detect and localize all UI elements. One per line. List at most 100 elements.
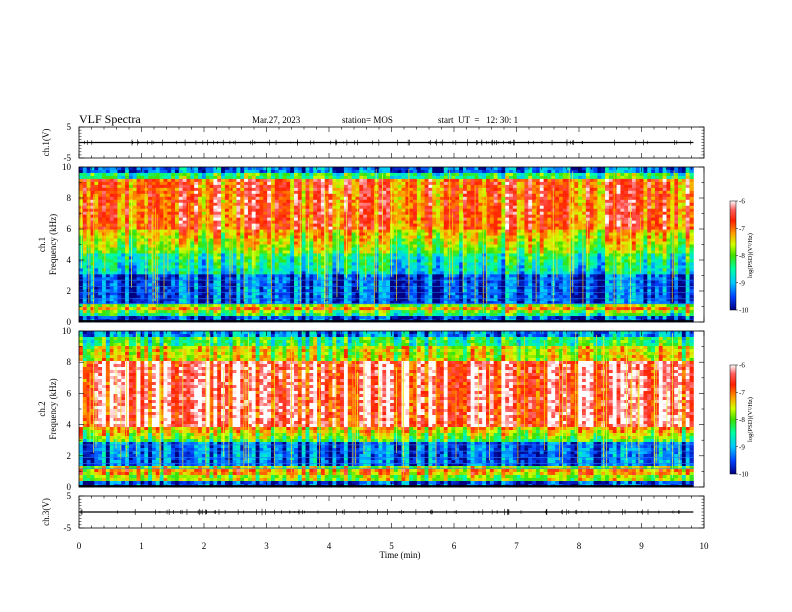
- ch1-spec-cell: [128, 244, 134, 248]
- ch1-spec-cell: [144, 295, 149, 299]
- ch1-spec-cell: [190, 232, 195, 236]
- ch1-spec-cell: [132, 241, 137, 245]
- ch1-spec-cell: [286, 232, 291, 236]
- ch1-spec-cell: [228, 169, 233, 174]
- ch1-spec-cell: [232, 268, 237, 272]
- ch1-spec-cell: [420, 226, 425, 230]
- ch1-spec-cell: [278, 292, 283, 296]
- ch1-spec-cell: [328, 214, 333, 219]
- ch1-spec-cell: [182, 196, 187, 201]
- ch1-spec-cell: [286, 178, 291, 183]
- ch1-spec-cell: [90, 274, 95, 278]
- ch1-spec-cell: [270, 256, 276, 260]
- ch1-spec-cell: [397, 277, 402, 281]
- ch1-spec-cell: [290, 229, 295, 233]
- ch1-spec-cell: [320, 244, 326, 248]
- ch1-spec-cell: [244, 223, 249, 228]
- ch1-spec-cell: [397, 220, 402, 225]
- ch1-spec-cell: [263, 223, 268, 228]
- ch1-spec-cell: [178, 262, 184, 266]
- ch1-spec-cell: [413, 274, 418, 278]
- ch1-spec-cell: [125, 271, 130, 275]
- ch1-spec-cell: [90, 205, 95, 210]
- ch1-spec-cell: [82, 316, 88, 320]
- ch1-spec-cell: [351, 214, 356, 219]
- ch1-spec-cell: [255, 277, 260, 281]
- ch1-spec-cell: [255, 259, 260, 263]
- ch1-spec-cell: [328, 259, 333, 263]
- ch1-spec-cell: [390, 292, 395, 296]
- ch1-spec-cell: [386, 286, 391, 290]
- ch1-spec-cell: [416, 301, 422, 305]
- ch1-spec-cell: [282, 256, 287, 260]
- ch1-spec-cell: [366, 307, 372, 311]
- ch1-spec-cell: [390, 241, 395, 245]
- ch1-spec-cell: [390, 310, 395, 314]
- ch1-spec-cell: [140, 229, 145, 233]
- ch1-spec-cell: [244, 175, 249, 180]
- ch1-spec-cell: [151, 286, 157, 290]
- ch1-spec-cell: [297, 307, 303, 311]
- ch1-spec-cell: [132, 190, 137, 195]
- ch1-spec-cell: [109, 184, 114, 189]
- ch1-spec-cell: [121, 169, 126, 174]
- ch1-spec-cell: [393, 238, 399, 242]
- ch1-spec-cell: [255, 196, 260, 201]
- ch1-spec-cell: [105, 289, 111, 293]
- ch1-spec-cell: [328, 304, 333, 308]
- ch1-spec-cell: [328, 265, 333, 269]
- ch1-spec-cell: [148, 274, 153, 278]
- ch1-spec-cell: [278, 196, 283, 201]
- ch1-spec-cell: [167, 244, 172, 248]
- ch1-spec-cell: [163, 259, 168, 263]
- ch1-spec-cell: [109, 250, 114, 254]
- ch1-spec-cell: [113, 187, 118, 192]
- ch1-spec-cell: [282, 241, 287, 245]
- ch1-spec-cell: [251, 313, 257, 317]
- ch1-spec-cell: [305, 295, 310, 299]
- ch1-spec-cell: [94, 250, 99, 254]
- ch1-spec-cell: [105, 253, 111, 257]
- ch1-spec-cell: [263, 283, 268, 287]
- ch1-spec-cell: [428, 274, 433, 278]
- ch1-spec-cell: [378, 229, 383, 233]
- ch1-spec-cell: [148, 262, 153, 266]
- ch1-spec-cell: [286, 298, 291, 302]
- ch1-spec-cell: [163, 286, 168, 290]
- ch1-spec-cell: [244, 298, 249, 302]
- ch1-spec-cell: [428, 232, 433, 236]
- ch1-spec-cell: [282, 208, 287, 213]
- ch1-spec-cell: [290, 193, 295, 198]
- ch1-spec-cell: [274, 169, 280, 174]
- ch1-spec-cell: [98, 310, 103, 314]
- ch1-spec-cell: [278, 232, 283, 236]
- ch1-spec-cell: [136, 283, 141, 287]
- ch1-spec-cell: [117, 271, 122, 275]
- ch1-spec-cell: [182, 205, 187, 210]
- ch1-spec-cell: [117, 190, 122, 195]
- ch1-spec-cell: [155, 172, 161, 177]
- ch1-spec-cell: [424, 298, 429, 302]
- ch1-spec-cell: [309, 167, 314, 171]
- ch1-spec-cell: [401, 259, 406, 263]
- ch1-spec-cell: [163, 268, 168, 272]
- ch1-spec-cell: [282, 178, 287, 183]
- ch1-spec-cell: [347, 307, 353, 311]
- ch1-spec-cell: [332, 271, 337, 275]
- ch1-spec-cell: [382, 220, 387, 225]
- ch1-spec-cell: [428, 241, 433, 245]
- ch1-spec-cell: [393, 184, 399, 189]
- ch1-spec-cell: [386, 205, 391, 210]
- ch1-spec-cell: [424, 205, 429, 210]
- ch1-spec-cell: [317, 214, 322, 219]
- ch1-spec-cell: [251, 247, 257, 251]
- ch1-spec-cell: [370, 313, 376, 317]
- ch1-spec-cell: [317, 226, 322, 230]
- ch1-spec-cell: [340, 265, 345, 269]
- ch1-spec-cell: [270, 208, 276, 213]
- ch1-spec-cell: [359, 184, 364, 189]
- ch1-spec-cell: [102, 274, 107, 278]
- ch1-spec-cell: [151, 247, 157, 251]
- ch1-spec-cell: [228, 232, 233, 236]
- ch1-spec-cell: [428, 199, 433, 204]
